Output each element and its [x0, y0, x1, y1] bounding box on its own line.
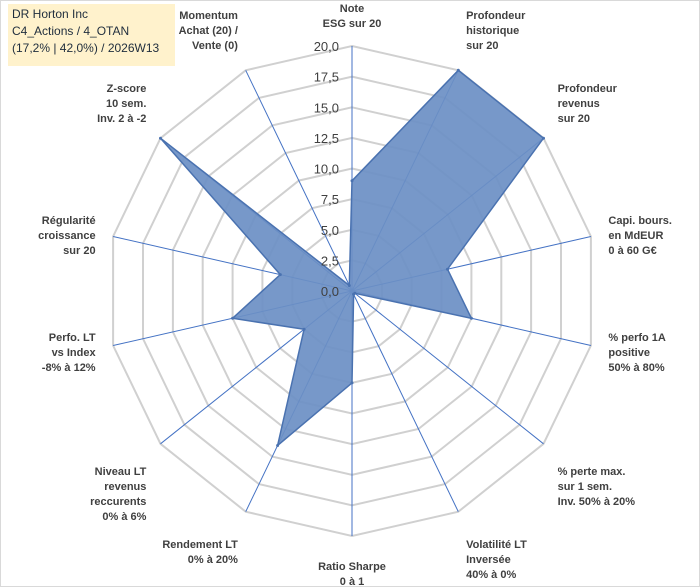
axis-spoke — [351, 290, 459, 512]
tick-label: 12,5 — [314, 131, 339, 146]
data-point — [469, 316, 473, 320]
axis-label: % perfo 1A positive 50% à 80% — [608, 332, 666, 374]
company-name: DR Horton Inc — [12, 7, 89, 21]
tick-label: 7,5 — [321, 192, 339, 207]
score-period: (17,2% | 42,0%) / 2026W13 — [12, 41, 160, 55]
tick-label: 2,5 — [321, 253, 339, 268]
data-point — [159, 136, 162, 140]
radial-tick-labels: 0,0 2,5 5,0 7,5 10,0 12,5 15,0 17,5 20,0 — [314, 39, 339, 299]
axis-label: Rendement LT 0% à 20% — [162, 539, 238, 566]
data-point — [446, 267, 449, 271]
axis-label: Profondeur historique sur 20 — [466, 10, 526, 52]
axis-label: Momentum Achat (20) / Vente (0) — [179, 10, 239, 52]
axis-label: Z-score 10 sem. Inv. 2 à -2 — [97, 83, 146, 125]
data-point — [542, 136, 545, 140]
title-box: DR Horton Inc C4_Actions / 4_OTAN (17,2%… — [8, 4, 175, 66]
tick-label: 0,0 — [321, 284, 339, 299]
data-point — [231, 316, 235, 320]
tick-label: 15,0 — [314, 100, 339, 115]
axis-label: Perfo. LT vs Index -8% à 12% — [42, 332, 97, 374]
data-point — [456, 68, 460, 72]
radar-series — [159, 68, 545, 448]
tick-label: 20,0 — [314, 39, 339, 54]
data-point — [350, 381, 354, 385]
axis-label: % perte max. sur 1 sem. Inv. 50% à 20% — [558, 466, 636, 508]
axis-spoke — [245, 70, 353, 292]
data-point — [276, 444, 280, 447]
data-point — [347, 284, 351, 287]
axis-label: Capi. bours. en MdEUR 0 à 60 G€ — [608, 215, 672, 257]
data-point — [302, 327, 306, 331]
data-point — [278, 273, 282, 277]
tick-label: 17,5 — [314, 70, 339, 85]
tick-label: 5,0 — [321, 223, 339, 238]
data-point — [350, 179, 354, 183]
data-point — [352, 292, 356, 296]
axis-label: Ratio Sharpe 0 à 1 — [318, 561, 386, 587]
axis-label: Profondeur revenus sur 20 — [558, 83, 618, 125]
axis-label: Niveau LT revenus reccurents 0% à 6% — [90, 466, 147, 523]
category-path: C4_Actions / 4_OTAN — [12, 24, 130, 38]
axis-label: Volatilité LT Inversée 40% à 0% — [466, 539, 527, 581]
axis-label: Note ESG sur 20 — [323, 3, 382, 30]
tick-label: 10,0 — [314, 162, 339, 177]
axis-label: Régularité croissance sur 20 — [38, 215, 95, 257]
axis-spoke — [351, 290, 544, 445]
axis-labels: Note ESG sur 20 Profondeur historique sur 20… — [38, 3, 672, 587]
